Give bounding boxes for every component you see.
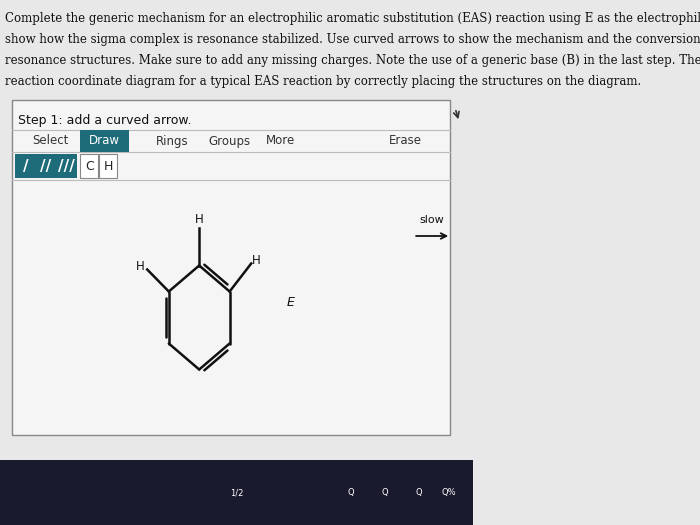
- Text: Q%: Q%: [442, 488, 456, 497]
- Text: Draw: Draw: [89, 134, 120, 148]
- Text: Q: Q: [415, 488, 422, 497]
- Text: slow: slow: [420, 215, 444, 225]
- Text: H: H: [252, 254, 261, 267]
- Text: Q: Q: [348, 488, 354, 497]
- Text: show how the sigma complex is resonance stabilized. Use curved arrows to show th: show how the sigma complex is resonance …: [6, 33, 700, 46]
- Text: H: H: [136, 260, 145, 273]
- Text: //: //: [41, 159, 52, 173]
- Text: Complete the generic mechanism for an electrophilic aromatic substitution (EAS) : Complete the generic mechanism for an el…: [6, 12, 700, 25]
- Bar: [12, 100, 449, 435]
- Text: H: H: [195, 213, 204, 226]
- Text: More: More: [265, 134, 295, 148]
- Text: reaction coordinate diagram for a typical EAS reaction by correctly placing the : reaction coordinate diagram for a typica…: [6, 75, 642, 88]
- Bar: [15, 154, 77, 178]
- Text: Rings: Rings: [156, 134, 188, 148]
- Text: Step 1: add a curved arrow.: Step 1: add a curved arrow.: [18, 114, 191, 127]
- Text: C: C: [85, 160, 94, 173]
- Bar: [80, 130, 129, 152]
- Text: resonance structures. Make sure to add any missing charges. Note the use of a ge: resonance structures. Make sure to add a…: [6, 54, 700, 67]
- Text: H: H: [104, 160, 113, 173]
- Text: E: E: [286, 296, 294, 309]
- Text: Erase: Erase: [389, 134, 421, 148]
- Text: Q: Q: [382, 488, 388, 497]
- Text: Groups: Groups: [209, 134, 251, 148]
- Bar: [99, 154, 117, 178]
- Text: 1/2: 1/2: [230, 488, 243, 497]
- Text: ///: ///: [57, 159, 75, 173]
- Bar: [0, 460, 473, 525]
- Bar: [80, 154, 98, 178]
- Text: Select: Select: [32, 134, 69, 148]
- Text: /: /: [23, 159, 29, 173]
